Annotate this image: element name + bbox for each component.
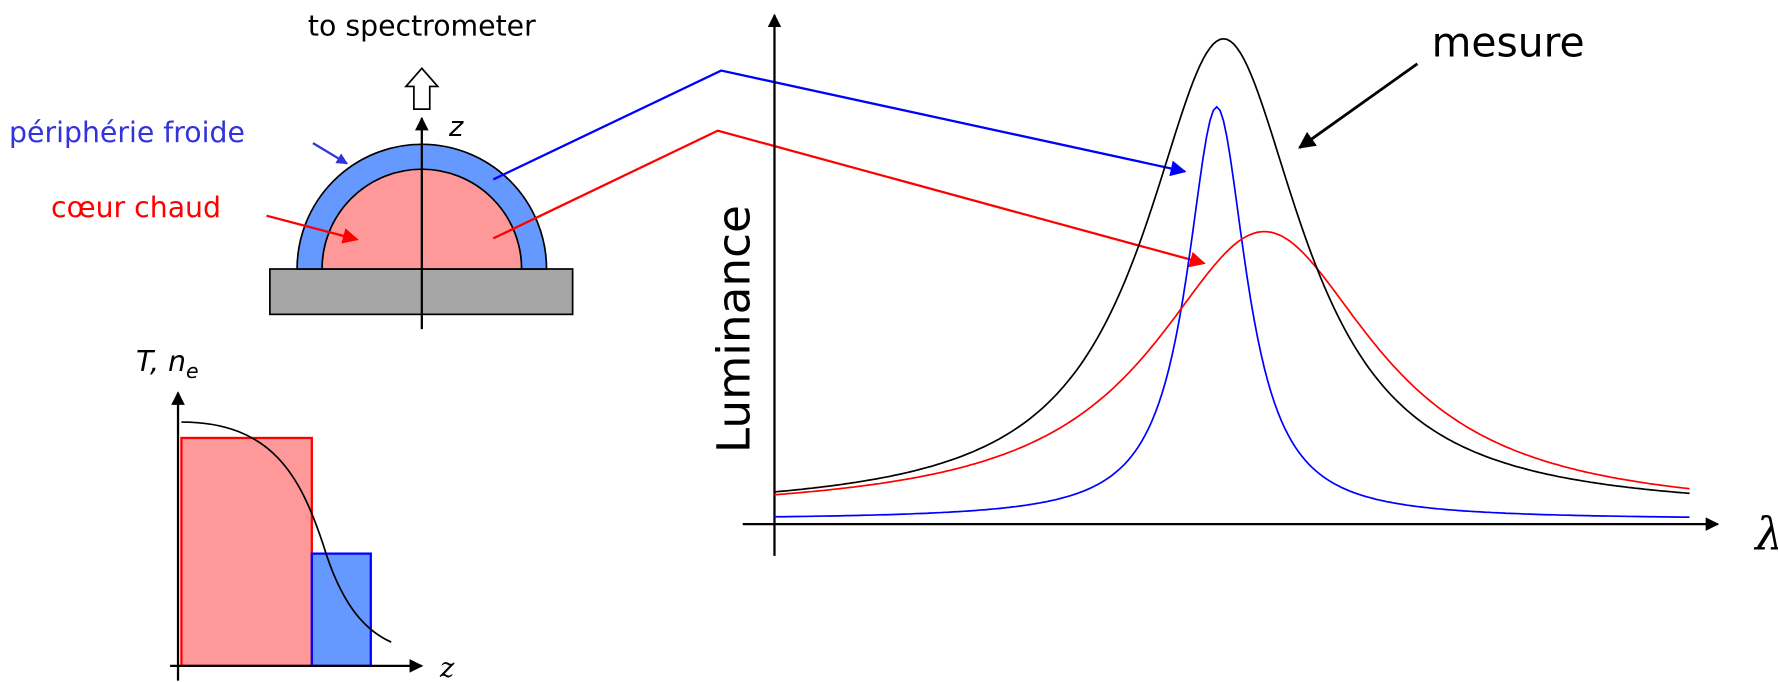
profile-y-label: T, ne [136,345,198,383]
x-axis-label: λ [1753,507,1778,560]
shell-profile [312,554,371,666]
y-axis-label: Luminance [708,205,761,453]
profile-x-label: z [439,653,455,682]
hot-core-label: cœur chaud [51,191,221,224]
blue-curve [774,107,1689,517]
cold-periphery-label: périphérie froide [9,116,245,149]
core-profile [181,438,311,666]
measured-curve [774,39,1689,494]
red-curve [774,232,1689,495]
to-spectrometer: to spectrometer [308,9,536,42]
pointer [1299,64,1417,148]
plasma-axis-label: z [448,112,464,143]
diagram: to spectrometer z périphérie froide cœur… [0,0,1778,682]
pointer [313,143,347,163]
red-link [493,131,1204,264]
hollow-arrow [406,68,438,109]
measure-label: mesure [1432,19,1585,67]
